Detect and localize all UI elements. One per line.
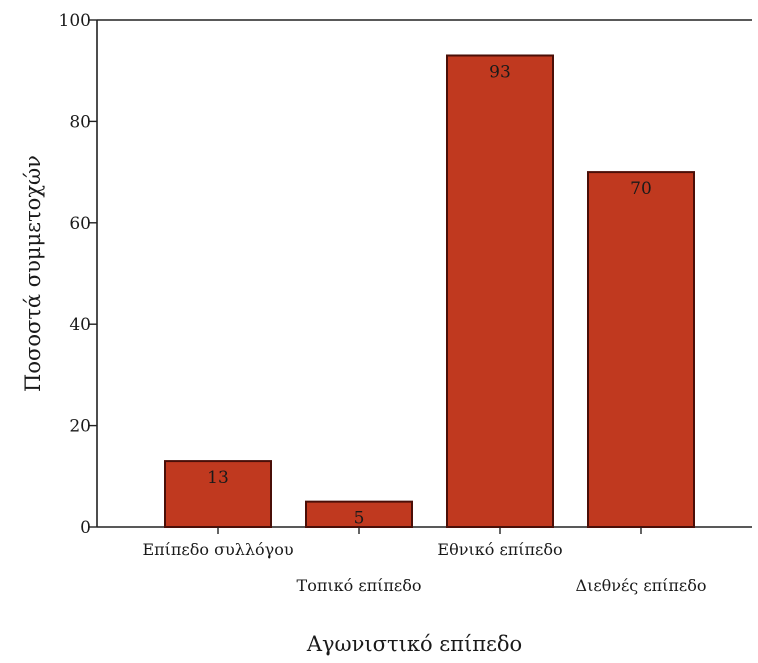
y-tick-label: 40 bbox=[69, 315, 91, 335]
y-tick-label: 80 bbox=[69, 112, 91, 132]
bar-data-label: 5 bbox=[354, 509, 365, 529]
bar-data-label: 93 bbox=[489, 62, 511, 82]
bar bbox=[446, 54, 554, 529]
x-tick-label: Εθνικό επίπεδο bbox=[437, 540, 562, 559]
y-tick-label: 60 bbox=[69, 214, 91, 234]
bar bbox=[305, 500, 413, 528]
data-labels-group: 13 5 93 70 bbox=[207, 62, 652, 528]
x-tick-label: Επίπεδο συλλόγου bbox=[142, 540, 293, 559]
y-tick-label: 20 bbox=[69, 417, 91, 437]
x-tick-label: Διεθνές επίπεδο bbox=[576, 576, 707, 595]
y-tick-label: 100 bbox=[59, 11, 91, 31]
bar bbox=[164, 460, 272, 528]
x-axis-title: Αγωνιστικό επίπεδο bbox=[306, 632, 522, 656]
bar bbox=[587, 171, 695, 528]
bar-data-label: 70 bbox=[630, 179, 652, 199]
y-tick-label: 0 bbox=[80, 518, 91, 538]
bar-data-label: 13 bbox=[207, 468, 229, 488]
y-ticks-group: 0 20 40 60 80 100 bbox=[59, 11, 97, 538]
x-tick-label: Τοπικό επίπεδο bbox=[297, 576, 422, 595]
bars-group bbox=[164, 54, 695, 529]
y-axis-title: Ποσοστά συμμετοχών bbox=[21, 155, 45, 392]
